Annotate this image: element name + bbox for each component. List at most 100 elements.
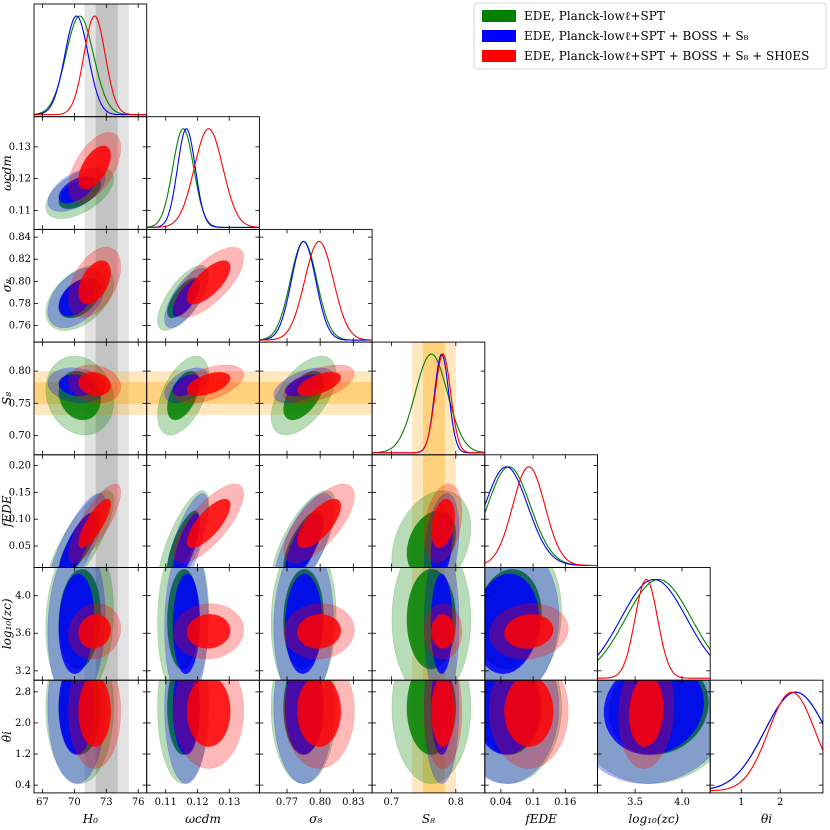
- marginal-group: [597, 578, 711, 679]
- y-axis-label: θi: [0, 731, 14, 742]
- red-contour: [430, 680, 455, 748]
- red-contour: [186, 680, 231, 748]
- contour-group: [597, 680, 711, 784]
- x-tick-label: 0.83: [342, 797, 364, 808]
- green-marginal-curve: [372, 353, 485, 454]
- y-tick-label: 0.80: [9, 276, 31, 287]
- x-tick-label: 0.16: [554, 797, 576, 808]
- y-axis-label: log₁₀(zc): [0, 598, 14, 649]
- y-tick-label: 0.76: [9, 321, 31, 332]
- red-contour: [628, 680, 664, 748]
- h0-band-1sigma: [95, 342, 118, 455]
- legend: EDE, Planck-lowℓ+SPT EDE, Planck-lowℓ+SPT…: [473, 2, 827, 70]
- y-tick-label: 0.78: [9, 298, 31, 309]
- blue-marginal-curve: [484, 466, 598, 567]
- legend-swatch: [482, 50, 516, 62]
- contour-group: [391, 483, 472, 568]
- contour-group: [45, 567, 121, 681]
- x-tick-label: 1: [738, 797, 744, 808]
- x-tick-label: 67: [36, 797, 49, 808]
- blue-marginal-curve: [597, 578, 711, 656]
- blue-marginal-curve: [710, 691, 823, 790]
- x-tick-label: 0.77: [276, 797, 298, 808]
- red-marginal-curve: [710, 691, 823, 792]
- y-tick-label: 1.2: [15, 749, 31, 760]
- green-marginal-curve: [597, 578, 711, 661]
- red-contour: [186, 260, 231, 305]
- red-contour: [186, 613, 231, 649]
- blue-marginal-curve: [34, 15, 147, 116]
- red-contour: [296, 498, 342, 549]
- x-tick-label: 3.5: [627, 797, 643, 808]
- y-axis-label: σ₈: [0, 279, 14, 292]
- blue-marginal-curve: [259, 240, 373, 341]
- red-contour: [296, 680, 342, 748]
- x-axis-label: σ₈: [309, 812, 322, 826]
- x-tick-label: 70: [68, 797, 81, 808]
- x-tick-label: 76: [132, 797, 145, 808]
- contour-group: [45, 355, 121, 436]
- contour-group: [45, 483, 121, 568]
- contour-group: [157, 355, 244, 436]
- contour-group: [45, 246, 121, 331]
- x-tick-label: 0.12: [186, 797, 208, 808]
- red-contour: [78, 371, 112, 397]
- y-tick-label: 0.75: [9, 398, 31, 409]
- red-contour: [504, 680, 554, 748]
- contour-group: [270, 567, 355, 681]
- y-tick-label: 0.10: [9, 514, 31, 525]
- x-axis-label: S₈: [422, 812, 435, 826]
- x-tick-label: 0.11: [155, 797, 177, 808]
- marginal-group: [484, 466, 598, 567]
- red-contour: [78, 498, 112, 549]
- red-marginal-curve: [597, 578, 711, 679]
- red-contour: [78, 613, 112, 649]
- legend-swatch: [482, 10, 516, 22]
- marginal-group: [372, 353, 485, 454]
- contour-group: [391, 680, 472, 784]
- red-marginal-curve: [372, 353, 485, 454]
- x-axis-label: H₀: [82, 812, 98, 826]
- contour-group: [484, 567, 569, 681]
- x-tick-label: 0.8: [448, 797, 464, 808]
- y-axis-label: S₈: [0, 392, 14, 405]
- y-tick-label: 0.12: [9, 174, 31, 185]
- y-tick-label: 0.84: [9, 232, 31, 243]
- x-tick-label: 0.13: [218, 797, 240, 808]
- legend-label: EDE, Planck-lowℓ+SPT + BOSS + S₈: [524, 29, 749, 43]
- y-tick-label: 0.70: [9, 430, 31, 441]
- marginal-group: [710, 691, 823, 792]
- y-tick-label: 0.11: [9, 205, 31, 216]
- x-tick-label: 2: [777, 797, 783, 808]
- red-contour: [296, 371, 342, 397]
- contour-group: [157, 246, 244, 331]
- x-axis-label: ωcdm: [185, 812, 221, 826]
- y-tick-label: 0.15: [9, 487, 31, 498]
- red-contour: [504, 613, 554, 649]
- legend-box: [473, 2, 827, 70]
- y-tick-label: 0.05: [9, 541, 31, 552]
- red-contour: [186, 498, 231, 549]
- blue-marginal-curve: [146, 128, 260, 228]
- x-axis-label: fEDE: [524, 812, 557, 826]
- contour-group: [157, 680, 244, 784]
- red-marginal-curve: [259, 240, 373, 341]
- green-marginal-curve: [146, 128, 260, 228]
- marginal-group: [34, 15, 147, 116]
- h0-band-1sigma: [95, 116, 118, 230]
- red-contour: [430, 613, 455, 649]
- marginal-group: [146, 128, 260, 228]
- red-contour: [78, 145, 112, 190]
- contour-group: [270, 483, 355, 568]
- contour-group: [484, 680, 569, 784]
- y-tick-label: 2.8: [15, 687, 31, 698]
- x-axis-label: log₁₀(zc): [628, 812, 679, 826]
- y-axis-label: ωcdm: [0, 155, 14, 191]
- panel-frame: [709, 679, 824, 794]
- green-marginal-curve: [710, 691, 823, 790]
- contour-group: [270, 355, 355, 436]
- green-marginal-curve: [259, 240, 373, 341]
- contour-group: [157, 483, 244, 568]
- x-tick-label: 4.0: [674, 797, 690, 808]
- red-contour: [186, 371, 231, 397]
